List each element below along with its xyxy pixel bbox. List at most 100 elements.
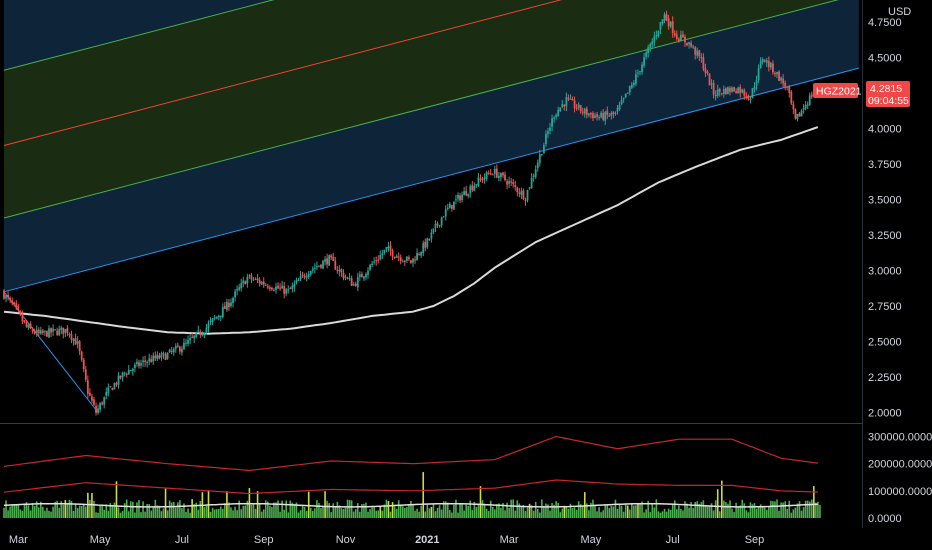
volume-bar [391,502,394,518]
volume-bar [712,510,715,518]
volume-bar [751,504,754,518]
candle [495,164,498,179]
candle [326,253,329,269]
volume-bar [694,501,697,518]
candle [142,356,144,367]
candle [5,293,7,303]
candle [665,10,668,22]
volume-bar [733,512,735,518]
candle [97,404,99,415]
volume-bar [727,503,729,518]
volume-bar [183,503,185,518]
candle [542,142,545,154]
candle [442,215,445,218]
candle [579,104,582,114]
candle [144,355,147,367]
volume-bars [3,472,821,518]
volume-bar [281,500,283,518]
volume-bar [612,506,615,518]
volume-bar [64,500,67,518]
candle [332,252,335,262]
candle [121,371,124,382]
candle [432,228,435,235]
candle [103,396,106,409]
candle [295,277,298,285]
volume-bar [70,500,73,518]
volume-bar [27,505,30,518]
volume-bar [89,499,91,518]
volume-bar [653,507,656,518]
volume-bar [541,499,543,518]
candle [510,178,513,186]
candle [772,60,774,75]
candle [127,365,130,375]
candle [598,114,600,121]
candle [408,255,410,261]
volume-bar [422,472,425,518]
volume-bar [496,504,498,518]
volume-bar [772,501,774,518]
volume-bar [397,500,400,518]
volume-bar [375,510,377,518]
candle [778,70,780,82]
volume-bar [600,512,602,518]
candle [528,186,531,190]
candle [125,372,128,378]
volume-bar [770,500,772,518]
volume-bar [745,510,748,518]
candle [769,62,772,70]
volume-bar [434,511,437,518]
volume-bar [747,512,750,518]
candle [808,92,811,106]
volume-bar [819,504,821,518]
candle [618,101,621,111]
candle [88,388,91,397]
time-tick-label: Sep [254,534,274,546]
candle [168,348,171,353]
volume-bar [436,507,439,518]
candle [800,109,803,117]
candle [669,20,672,29]
candle [344,274,347,281]
candle [784,80,787,91]
volume-bar [309,507,312,518]
price-axis[interactable]: USD 4.75004.50004.25004.00003.75003.5000… [868,6,911,420]
time-axis[interactable]: Mar May Jul Sep Nov 2021 Mar May Jul Sep [9,534,764,546]
volume-tick-label: 300000.0000 [868,432,932,444]
candle [524,197,527,206]
candle [455,194,457,205]
volume-tick-label: 100000.0000 [868,486,932,498]
candle [205,323,208,335]
volume-bar [254,508,257,518]
candle [426,237,429,250]
candle [217,314,220,321]
volume-bar [467,505,470,518]
volume-bar [228,502,230,518]
volume-bar [410,501,412,518]
volume-bar [622,511,625,518]
candle [747,94,750,101]
candle [551,114,553,132]
volume-bar [569,503,572,518]
candle [52,324,54,337]
volume-bar [667,508,670,518]
volume-bar [107,510,110,518]
volume-bar [103,509,106,518]
volume-bar [500,507,502,518]
candle [187,335,189,347]
volume-bar [168,500,171,518]
volume-bar [817,501,819,518]
candle [604,110,607,126]
volume-bar [74,503,77,518]
volume-bar [352,511,355,518]
volume-bar [279,511,281,518]
candle [66,325,69,337]
candle [23,319,26,324]
candle [749,95,752,104]
candle [497,171,500,182]
candle [745,92,748,100]
candle [324,256,326,266]
volume-axis[interactable]: 300000.0000 200000.0000 100000.0000 0.0000 [868,432,932,526]
volume-bar [40,501,42,518]
candle [761,57,764,65]
